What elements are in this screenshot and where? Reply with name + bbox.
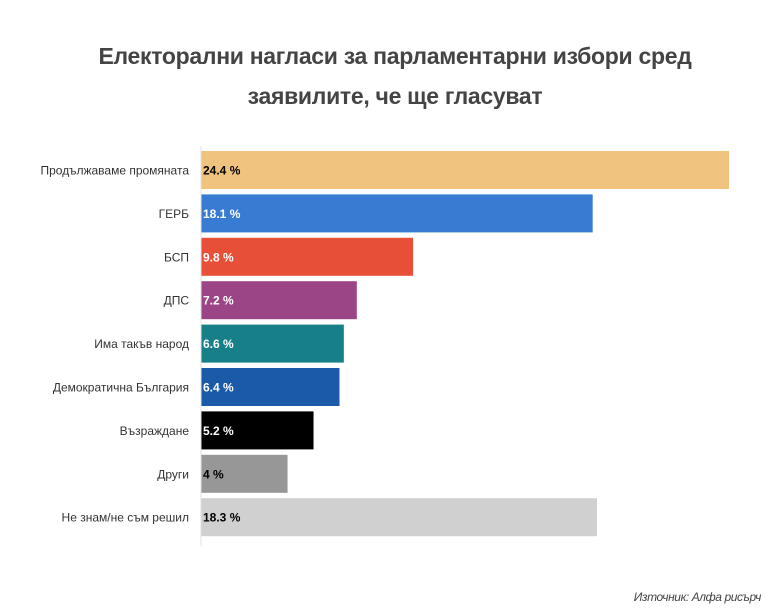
bar-6 — [201, 368, 340, 406]
category-label: Продължаваме промяната — [41, 164, 190, 178]
chart-title-line-1: Електорални нагласи за парламентарни изб… — [98, 43, 692, 69]
category-label: Не знам/не съм решил — [62, 511, 189, 525]
data-label: 6.4 % — [203, 381, 234, 395]
source-note: Източник: Алфа рисърч — [633, 590, 762, 604]
data-label: 4 % — [203, 467, 224, 481]
data-label: 5.2 % — [203, 424, 234, 438]
category-label: Има такъв народ — [94, 337, 189, 351]
data-label: 24.4 % — [203, 164, 241, 178]
bar-8 — [201, 454, 288, 493]
bar-2 — [201, 194, 593, 233]
bar-5 — [201, 324, 344, 363]
chart-title-line-2: заявилите, че ще гласуват — [247, 83, 543, 109]
data-label: 18.1 % — [203, 207, 241, 221]
data-label: 18.3 % — [203, 511, 241, 525]
category-label: Възраждане — [120, 424, 190, 438]
category-label: ГЕРБ — [159, 207, 190, 221]
bar-1 — [201, 151, 729, 189]
data-label: 6.6 % — [203, 337, 234, 351]
bar-4 — [201, 281, 357, 320]
category-label: Други — [157, 467, 189, 481]
category-label: БСП — [164, 250, 189, 264]
data-label: 7.2 % — [203, 294, 234, 308]
bar-3 — [201, 237, 414, 276]
category-label: Демократична България — [53, 381, 189, 395]
category-label: ДПС — [164, 294, 190, 308]
data-label: 9.8 % — [203, 250, 234, 264]
bar-7 — [201, 411, 314, 450]
bar-9 — [201, 498, 597, 537]
chart-title: Електорални нагласи за парламентарни изб… — [20, 36, 767, 116]
